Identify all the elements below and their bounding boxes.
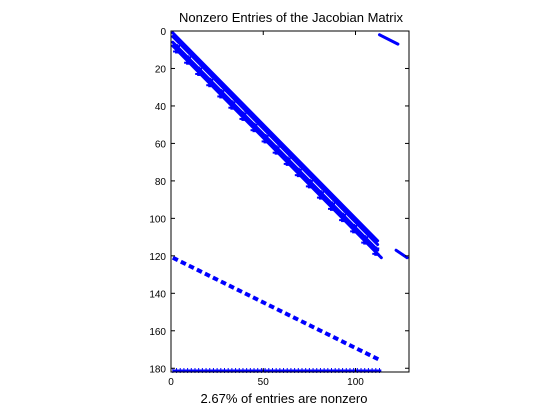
y-tick-label: 80 [155, 177, 167, 188]
dashed-segment [252, 295, 259, 302]
y-tick-label: 40 [155, 102, 167, 113]
dashed-segment [179, 259, 187, 266]
x-axis-label: 2.67% of entries are nonzero [201, 391, 368, 406]
diagonal-band-1 [171, 35, 380, 247]
dashed-segment [356, 347, 364, 354]
dashed-segment [308, 323, 316, 330]
dashed-diagonal [171, 255, 380, 362]
y-tick-label: 120 [149, 252, 166, 263]
y-tick-label: 180 [149, 364, 166, 375]
x-tick-label: 100 [347, 377, 364, 388]
x-tick-label: 0 [168, 377, 174, 388]
dashed-segment [268, 303, 275, 310]
dashed-segment [187, 263, 195, 270]
diagonal-band-4 [377, 33, 400, 46]
dashed-segment [260, 299, 267, 306]
y-tick-label: 60 [155, 139, 167, 150]
dashed-segment [204, 271, 211, 278]
dashed-segment [292, 315, 299, 322]
dashed-segment [348, 343, 356, 350]
y-tick-label: 160 [149, 327, 166, 338]
dashed-segment [316, 327, 324, 334]
dashed-segment [332, 335, 340, 342]
axes-box [170, 30, 410, 373]
dashed-segment [244, 291, 251, 298]
x-tick-label: 50 [258, 377, 270, 388]
dashed-segment [300, 319, 307, 326]
diagonal-band-0 [171, 31, 380, 243]
dashed-segment [276, 307, 283, 314]
dashed-segment [196, 267, 203, 274]
chart-title: Nonzero Entries of the Jacobian Matrix [179, 10, 403, 25]
dashed-segment [324, 331, 332, 338]
y-tick-label: 0 [160, 27, 166, 38]
dashed-segment [236, 287, 243, 294]
dashed-segment [364, 351, 372, 358]
dashed-segment [372, 355, 380, 362]
block-steps [173, 44, 380, 256]
dashed-segment [284, 311, 291, 318]
dashed-segment [171, 255, 179, 262]
dashed-segment [340, 339, 348, 346]
diagonal-band-5 [394, 248, 409, 260]
plot-marks [171, 31, 409, 373]
y-tick-label: 20 [155, 64, 167, 75]
y-tick-label: 140 [149, 289, 166, 300]
y-tick-label: 100 [149, 214, 166, 225]
dashed-segment [220, 279, 227, 286]
dashed-segment [228, 283, 235, 290]
dashed-segment [212, 275, 219, 282]
